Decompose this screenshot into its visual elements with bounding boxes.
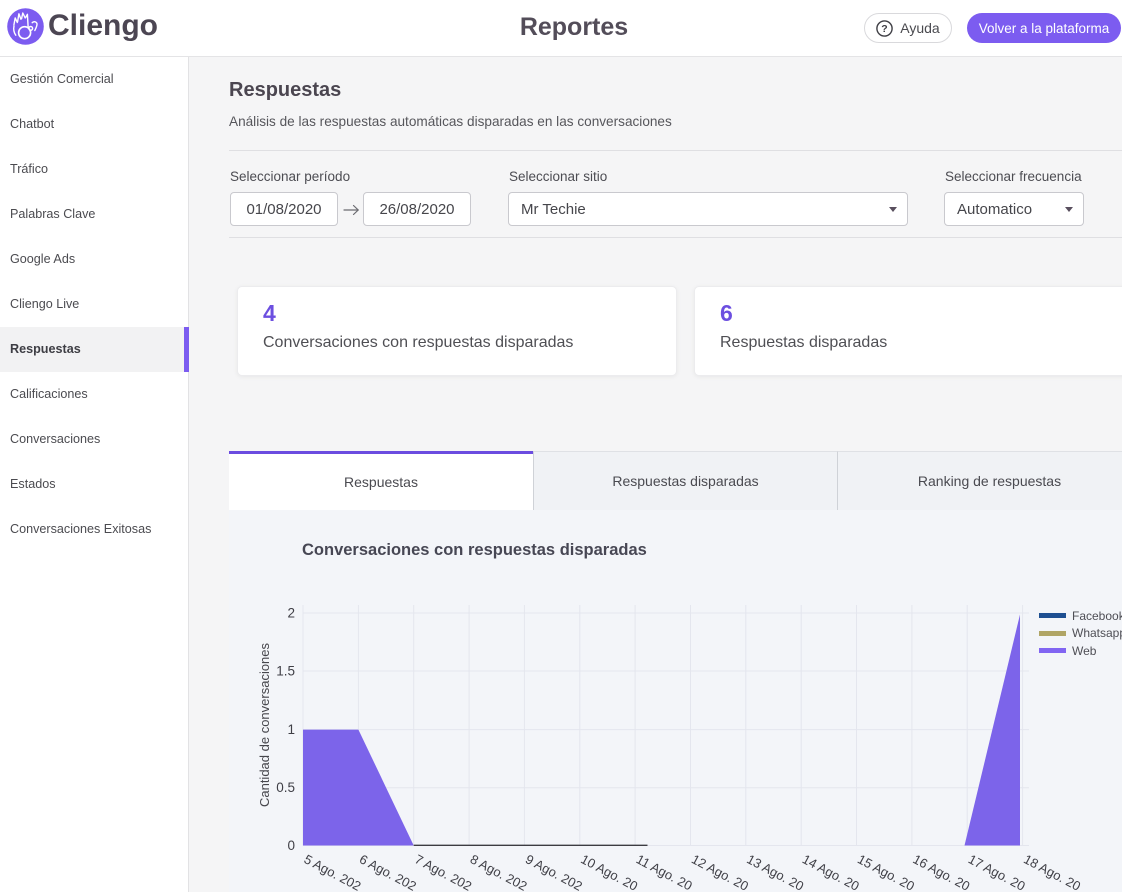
svg-text:1: 1: [287, 722, 295, 737]
svg-text:5 Ago. 202: 5 Ago. 202: [302, 851, 364, 892]
svg-text:1.5: 1.5: [276, 664, 295, 679]
svg-text:6 Ago. 202: 6 Ago. 202: [357, 851, 419, 892]
svg-text:0.5: 0.5: [276, 780, 295, 795]
svg-text:0: 0: [287, 838, 295, 853]
svg-text:?: ?: [882, 23, 888, 35]
svg-text:17 Ago. 20: 17 Ago. 20: [966, 851, 1028, 892]
svg-text:18 Ago. 20: 18 Ago. 20: [1021, 851, 1083, 892]
svg-text:2: 2: [287, 606, 295, 621]
svg-text:11 Ago. 20: 11 Ago. 20: [634, 851, 695, 892]
svg-text:9 Ago. 202: 9 Ago. 202: [523, 851, 585, 892]
svg-text:13 Ago. 20: 13 Ago. 20: [744, 851, 806, 892]
svg-text:14 Ago. 20: 14 Ago. 20: [800, 851, 862, 892]
svg-text:8 Ago. 202: 8 Ago. 202: [468, 851, 530, 892]
svg-text:12 Ago. 20: 12 Ago. 20: [689, 851, 751, 892]
svg-text:16 Ago. 20: 16 Ago. 20: [910, 851, 972, 892]
svg-text:10 Ago. 20: 10 Ago. 20: [578, 851, 640, 892]
svg-text:7 Ago. 202: 7 Ago. 202: [412, 851, 474, 892]
svg-text:15 Ago. 20: 15 Ago. 20: [855, 851, 917, 892]
svg-text:Cantidad de conversaciones: Cantidad de conversaciones: [257, 642, 272, 807]
